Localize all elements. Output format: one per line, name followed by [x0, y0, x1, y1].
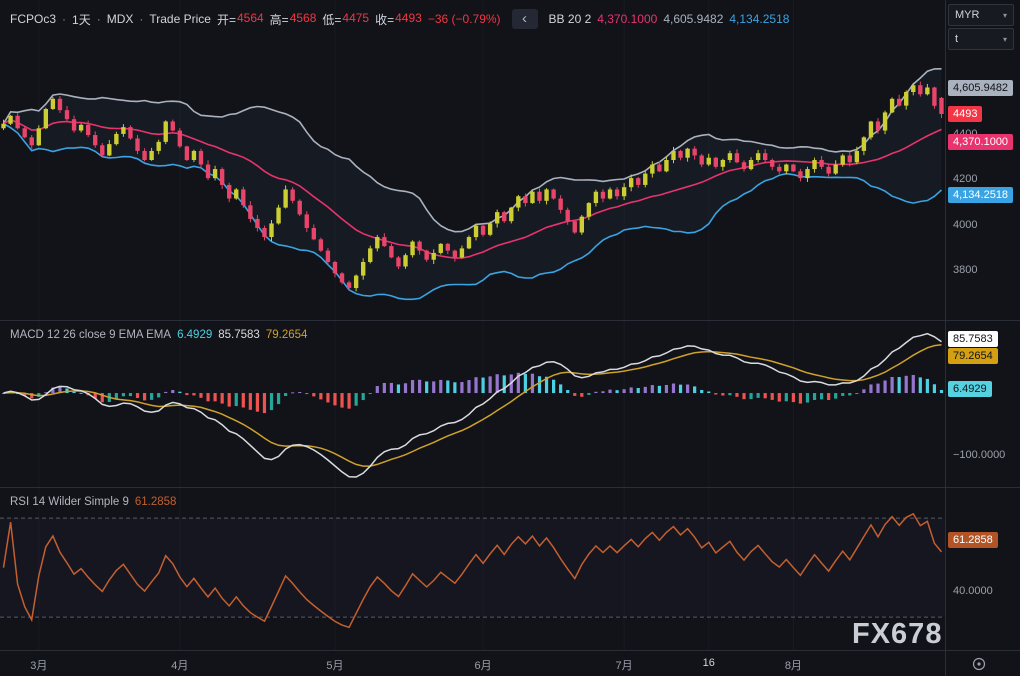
close-value: 收= 4493 — [375, 10, 422, 27]
symbol-legend: FCPOc3 · 1天 · MDX · Trade Price 开= 4564 高… — [10, 9, 789, 29]
axis-price-badge: 85.7583 — [948, 330, 998, 347]
high-value: 高= 4568 — [269, 10, 317, 27]
axis-price-badge: 6.4929 — [948, 380, 992, 397]
open-value: 开= 4564 — [216, 10, 264, 27]
macd-hist-value: 6.4929 — [177, 329, 213, 341]
time-axis-label: 8月 — [784, 660, 802, 672]
macd-legend: MACD 12 26 close 9 EMA EMA 6.4929 85.758… — [10, 329, 307, 341]
unit-dropdown[interactable]: t ▾ — [948, 28, 1014, 50]
currency-label: MYR — [955, 9, 980, 21]
time-axis-label: 6月 — [474, 660, 492, 672]
axis-tick-label: 3800 — [953, 264, 978, 277]
separator: · — [96, 12, 101, 26]
time-axis[interactable]: 3月 4月 5月 6月 7月 16 8月 — [0, 651, 945, 676]
rsi-legend: RSI 14 Wilder Simple 9 61.2858 — [10, 496, 176, 508]
currency-dropdown[interactable]: MYR ▾ — [948, 4, 1014, 26]
time-axis-label: 16 — [702, 657, 715, 669]
interval-label[interactable]: 1天 — [72, 12, 91, 27]
axis-price-badge: 4,370.1000 — [948, 133, 1014, 150]
price-scale[interactable]: 4400420040003800−100.000040.00004,605.94… — [946, 0, 1020, 650]
exchange-label: MDX — [106, 12, 134, 26]
watermark: FX678 — [852, 618, 943, 650]
chevron-down-icon: ▾ — [1002, 34, 1007, 44]
back-button[interactable]: ‹ — [511, 9, 538, 29]
axis-price-badge: 4493 — [948, 105, 983, 122]
panel-divider[interactable] — [0, 487, 1020, 488]
time-axis-label: 5月 — [326, 660, 344, 672]
panel-divider[interactable] — [0, 320, 1020, 321]
bb-legend-title[interactable]: BB 20 2 — [548, 12, 592, 26]
chevron-down-icon: ▾ — [1002, 10, 1007, 20]
axis-tick-label: 4200 — [953, 173, 978, 186]
time-axis-label: 3月 — [30, 660, 48, 672]
bb-lower-value: 4,134.2518 — [729, 12, 790, 26]
macd-line-value: 85.7583 — [218, 329, 260, 341]
separator: · — [62, 12, 67, 26]
axis-divider — [0, 650, 1020, 651]
scale-controls: MYR ▾ t ▾ — [948, 4, 1014, 50]
scale-divider — [945, 0, 946, 676]
time-axis-label: 4月 — [171, 660, 189, 672]
low-value: 低= 4475 — [322, 10, 370, 27]
bb-basis-value: 4,370.1000 — [597, 12, 658, 26]
macd-signal-value: 79.2654 — [265, 329, 308, 341]
symbol-name[interactable]: FCPOc3 — [10, 12, 57, 26]
chart-canvas[interactable] — [0, 0, 945, 650]
axis-price-badge: 4,134.2518 — [948, 187, 1014, 204]
bb-upper-value: 4,605.9482 — [663, 12, 724, 26]
time-axis-label: 7月 — [615, 660, 633, 672]
rsi-value: 61.2858 — [134, 496, 177, 508]
macd-legend-title[interactable]: MACD 12 26 close 9 EMA EMA — [10, 329, 172, 341]
axis-price-badge: 79.2654 — [948, 347, 998, 364]
scale-settings-icon[interactable] — [971, 656, 987, 672]
axis-tick-label: 40.0000 — [953, 585, 993, 598]
series-type-label: Trade Price — [149, 12, 211, 26]
separator: · — [139, 12, 144, 26]
axis-price-badge: 61.2858 — [948, 531, 998, 548]
change-label: −36 (−0.79%) — [427, 12, 501, 26]
axis-tick-label: 4000 — [953, 218, 978, 231]
axis-price-badge: 4,605.9482 — [948, 80, 1014, 97]
unit-label: t — [955, 33, 959, 45]
rsi-legend-title[interactable]: RSI 14 Wilder Simple 9 — [10, 496, 129, 508]
axis-tick-label: −100.0000 — [953, 449, 1006, 462]
